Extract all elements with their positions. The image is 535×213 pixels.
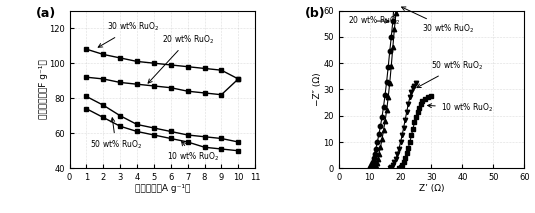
Text: 20 wt% RuO$_2$: 20 wt% RuO$_2$ <box>348 15 400 27</box>
Text: 50 wt% RuO$_2$: 50 wt% RuO$_2$ <box>90 118 142 151</box>
Text: 20 wt% RuO$_2$: 20 wt% RuO$_2$ <box>148 33 215 83</box>
Text: 10 wt% RuO$_2$: 10 wt% RuO$_2$ <box>167 142 219 163</box>
Text: 50 wt% RuO$_2$: 50 wt% RuO$_2$ <box>417 59 484 88</box>
Text: (b): (b) <box>305 7 326 20</box>
X-axis label: 电流密度（A g⁻¹）: 电流密度（A g⁻¹） <box>135 184 190 193</box>
Text: (a): (a) <box>36 7 56 20</box>
Text: 10 wt% RuO$_2$: 10 wt% RuO$_2$ <box>427 101 493 114</box>
Text: 30 wt% RuO$_2$: 30 wt% RuO$_2$ <box>98 21 159 47</box>
Y-axis label: −Z″ (Ω): −Z″ (Ω) <box>313 73 322 106</box>
Text: 30 wt% RuO$_2$: 30 wt% RuO$_2$ <box>402 7 475 35</box>
X-axis label: Z’ (Ω): Z’ (Ω) <box>419 184 444 193</box>
Y-axis label: 质量比容量（F g⁻¹）: 质量比容量（F g⁻¹） <box>39 60 48 119</box>
